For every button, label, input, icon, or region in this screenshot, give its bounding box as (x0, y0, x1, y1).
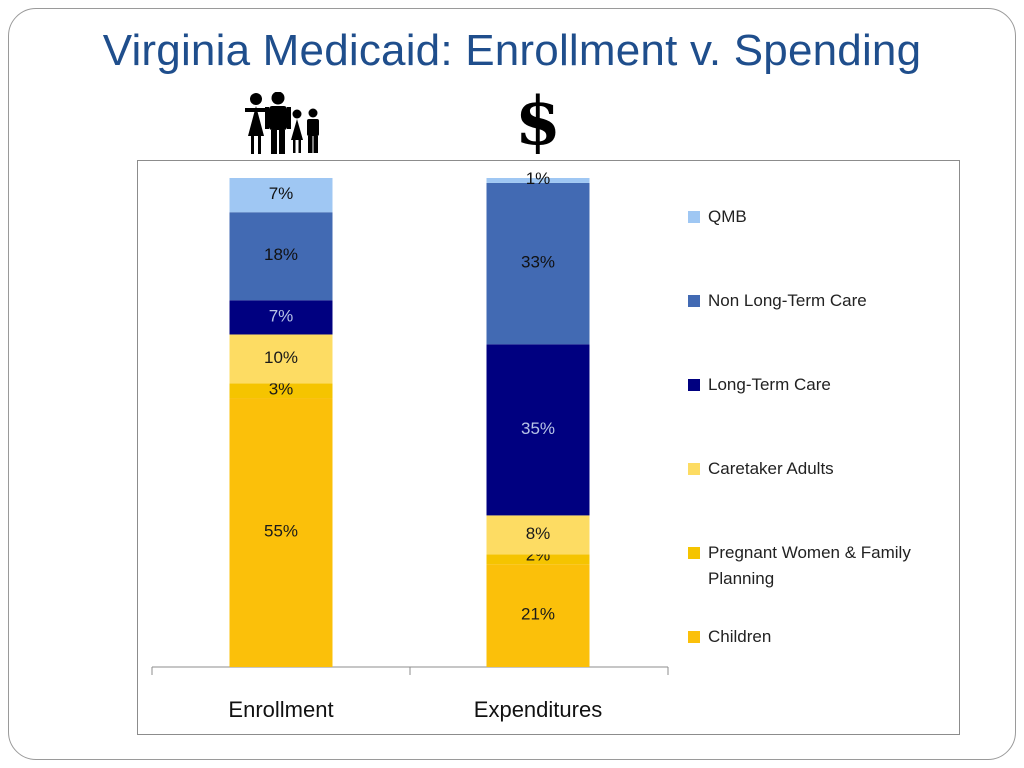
data-label: 10% (264, 348, 298, 367)
chart-area: 55% 3% 10% 7% 18% 7% Enrollment 21% 2% 8% 35% 33% 1%… (137, 160, 960, 735)
bar-segment-caretaker-adults-expenditures (486, 515, 590, 555)
data-label: 33% (521, 253, 555, 272)
data-label: 55% (264, 522, 298, 541)
legend-swatch (688, 211, 700, 223)
data-label: 3% (269, 380, 294, 399)
slide-title: Virginia Medicaid: Enrollment v. Spendin… (102, 26, 922, 75)
data-label: 18% (264, 245, 298, 264)
legend-swatch (688, 547, 700, 559)
family-people-icon (245, 92, 319, 154)
bar-segment-children-expenditures (486, 564, 590, 667)
legend-label: Caretaker Adults (708, 459, 834, 478)
legend-swatch (688, 631, 700, 643)
data-label: 7% (269, 306, 294, 325)
data-label: 1% (526, 169, 551, 188)
bar-segment-pregnant-women-family-planning-expenditures (486, 554, 590, 565)
dollar-icon: $ (515, 82, 561, 160)
bar-segment-non-long-term-care-enrollment (229, 212, 333, 301)
legend-label: Pregnant Women & Family Planning (708, 543, 911, 588)
data-label: 35% (521, 419, 555, 438)
legend-label: Non Long-Term Care (708, 291, 867, 310)
data-label: 21% (521, 605, 555, 624)
category-label: Expenditures (474, 697, 602, 722)
legend-swatch (688, 379, 700, 391)
bar-segment-long-term-care-expenditures (486, 344, 590, 516)
bar-segment-caretaker-adults-enrollment (229, 334, 333, 384)
stacked-bar-chart: 55%3%10%7%18%7%Enrollment21%2%8%35%33%1%… (151, 169, 669, 722)
data-label: 8% (526, 524, 551, 543)
legend-label: QMB (708, 207, 747, 226)
bar-segment-long-term-care-enrollment (229, 300, 333, 335)
legend-swatch (688, 295, 700, 307)
bar-segment-children-enrollment (229, 398, 333, 667)
legend-label: Long-Term Care (708, 375, 831, 394)
category-label: Enrollment (228, 697, 333, 722)
data-label: 7% (269, 184, 294, 203)
bar-segment-pregnant-women-family-planning-enrollment (229, 383, 333, 399)
bar-segment-qmb-enrollment (229, 178, 333, 213)
slide-frame (8, 8, 1016, 760)
legend-label: Children (708, 627, 772, 646)
bar-segment-qmb-expenditures (486, 178, 590, 183)
bar-segment-non-long-term-care-expenditures (486, 182, 590, 345)
legend-swatch (688, 463, 700, 475)
